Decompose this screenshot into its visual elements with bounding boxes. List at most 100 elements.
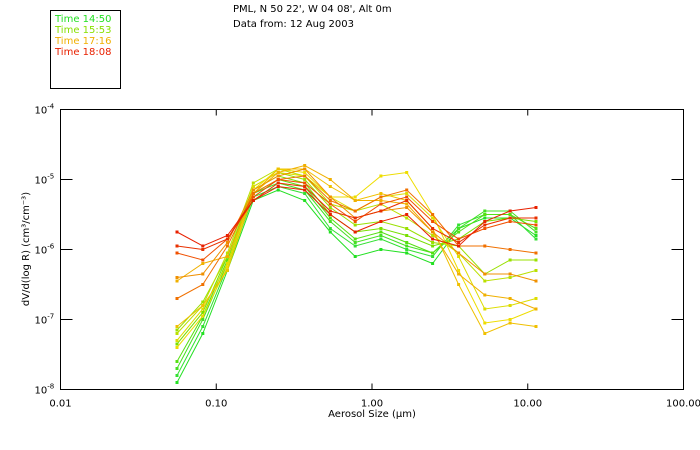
data-point xyxy=(175,230,179,234)
data-point xyxy=(457,272,461,276)
data-point xyxy=(431,255,435,258)
data-point xyxy=(483,321,487,325)
data-point xyxy=(303,188,307,192)
data-point xyxy=(175,328,179,332)
data-point xyxy=(379,220,383,223)
data-point xyxy=(483,293,487,297)
data-point xyxy=(276,188,280,192)
data-point xyxy=(201,272,205,276)
x-tick-label: 0.01 xyxy=(49,399,71,410)
data-point xyxy=(175,325,179,328)
data-point xyxy=(508,220,512,223)
data-point xyxy=(276,181,280,185)
data-point xyxy=(379,234,383,237)
data-point xyxy=(508,248,512,251)
plot-frame xyxy=(60,109,684,390)
data-point xyxy=(225,244,229,248)
data-point xyxy=(431,227,435,230)
data-point xyxy=(328,195,332,199)
data-point xyxy=(457,251,461,255)
data-point xyxy=(175,244,179,248)
data-point xyxy=(483,332,487,335)
series-s16 xyxy=(175,185,538,248)
data-point xyxy=(379,230,383,234)
y-tick-label: 10-6 xyxy=(35,243,55,257)
data-point xyxy=(508,272,512,276)
data-point xyxy=(431,234,435,237)
data-point xyxy=(276,178,280,181)
x-tick-label: 1.00 xyxy=(361,399,383,410)
data-point xyxy=(457,255,461,258)
data-point xyxy=(328,206,332,209)
data-point xyxy=(405,195,409,199)
data-point xyxy=(251,181,255,185)
data-point xyxy=(353,195,357,199)
data-point xyxy=(405,171,409,174)
data-point xyxy=(353,216,357,220)
data-point xyxy=(201,283,205,286)
data-point xyxy=(328,185,332,188)
data-point xyxy=(251,199,255,202)
data-point xyxy=(328,209,332,213)
x-tick-label: 0.10 xyxy=(205,399,227,410)
data-point xyxy=(508,213,512,216)
data-point xyxy=(534,216,538,220)
data-point xyxy=(303,174,307,178)
data-point xyxy=(251,188,255,192)
data-point xyxy=(534,234,538,237)
data-point xyxy=(201,314,205,318)
data-point xyxy=(457,237,461,241)
data-point xyxy=(405,192,409,195)
data-point xyxy=(405,248,409,251)
data-point xyxy=(175,346,179,349)
data-point xyxy=(534,223,538,227)
data-point xyxy=(457,230,461,234)
data-point xyxy=(483,223,487,227)
series-layer xyxy=(175,164,538,384)
data-point xyxy=(534,220,538,223)
data-point xyxy=(201,311,205,314)
data-point xyxy=(303,178,307,181)
data-point xyxy=(379,209,383,213)
data-point xyxy=(405,241,409,244)
legend-item-1553: Time 15:53 xyxy=(55,25,112,36)
data-point xyxy=(251,185,255,188)
data-point xyxy=(431,220,435,223)
data-point xyxy=(508,216,512,220)
data-point xyxy=(175,297,179,300)
data-point xyxy=(201,300,205,304)
legend: Time 14:50 Time 15:53 Time 17:16 Time 18… xyxy=(50,10,121,89)
data-point xyxy=(534,307,538,311)
data-point xyxy=(353,220,357,223)
data-point xyxy=(201,258,205,262)
data-point xyxy=(201,248,205,251)
data-point xyxy=(251,195,255,199)
data-point xyxy=(405,234,409,237)
data-point xyxy=(225,255,229,258)
data-point xyxy=(353,223,357,227)
data-point xyxy=(175,339,179,342)
data-point xyxy=(276,171,280,174)
data-point xyxy=(431,237,435,241)
data-point xyxy=(534,269,538,272)
data-point xyxy=(353,255,357,258)
data-point xyxy=(175,279,179,283)
data-point xyxy=(431,230,435,234)
x-tick-label: 10.00 xyxy=(513,399,542,410)
data-point xyxy=(225,262,229,265)
data-point xyxy=(483,209,487,213)
data-point xyxy=(534,251,538,255)
data-point xyxy=(353,244,357,248)
data-point xyxy=(328,220,332,223)
data-point xyxy=(508,304,512,307)
data-point xyxy=(405,227,409,230)
data-point xyxy=(483,227,487,230)
data-point xyxy=(276,167,280,171)
location-header: PML, N 50 22', W 04 08', Alt 0m xyxy=(233,4,392,15)
data-point xyxy=(379,199,383,202)
data-point xyxy=(483,272,487,276)
series-line xyxy=(176,164,537,310)
data-point xyxy=(175,276,179,279)
date-header: Data from: 12 Aug 2003 xyxy=(233,19,354,30)
